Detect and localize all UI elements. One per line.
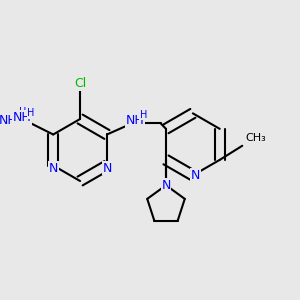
Text: H: H	[20, 107, 27, 117]
Text: N: N	[191, 169, 200, 182]
Text: Cl: Cl	[74, 77, 86, 90]
Text: NH: NH	[126, 114, 145, 127]
Text: NH: NH	[0, 114, 18, 127]
Text: N: N	[102, 162, 112, 175]
Text: H: H	[140, 110, 147, 120]
Text: N: N	[161, 179, 171, 192]
Text: CH₃: CH₃	[245, 133, 266, 143]
Text: H: H	[27, 108, 34, 118]
Text: NH: NH	[13, 111, 32, 124]
Text: N: N	[49, 162, 58, 175]
